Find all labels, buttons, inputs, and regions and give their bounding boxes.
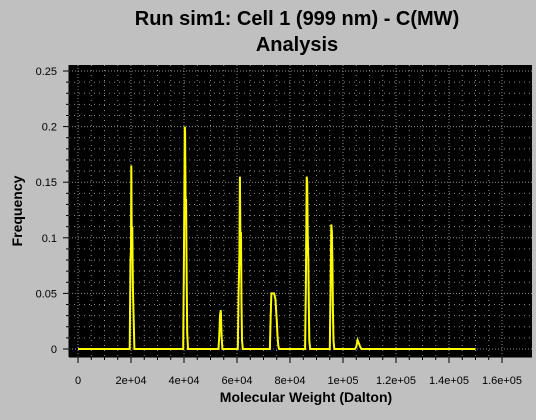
chart-title-line-2: Analysis [256,34,338,56]
series-line [78,126,476,350]
x-tick-labels: 0 2e+04 4e+04 6e+04 8e+04 1e+05 1.2e+05 1.4e+05… [75,375,522,387]
y-tick-label: 0.1 [42,233,57,245]
x-tick-label: 8e+04 [275,375,306,387]
y-tick-label: 0.2 [42,122,57,134]
plot-area [69,65,532,357]
chart-title-line-1: Run sim1: Cell 1 (999 nm) - C(MW) [135,8,459,30]
x-tick-label: 1.4e+05 [429,375,469,387]
x-tick-label: 6e+04 [222,375,253,387]
x-tick-label: 4e+04 [169,375,200,387]
x-tick-label: 0 [75,375,81,387]
y-axis-title: Frequency [9,175,25,246]
y-tick-label: 0.15 [36,177,57,189]
x-axis-title: Molecular Weight (Dalton) [220,389,392,405]
x-tick-label: 2e+04 [116,375,147,387]
y-tick-label: 0 [51,344,57,356]
y-tick-label: 0.05 [36,288,57,300]
y-tick-labels: 0 0.05 0.1 0.15 0.2 0.25 [36,66,57,356]
y-tick-label: 0.25 [36,66,57,78]
x-tick-label: 1e+05 [328,375,359,387]
x-tick-label: 1.6e+05 [482,375,522,387]
x-tick-label: 1.2e+05 [376,375,416,387]
